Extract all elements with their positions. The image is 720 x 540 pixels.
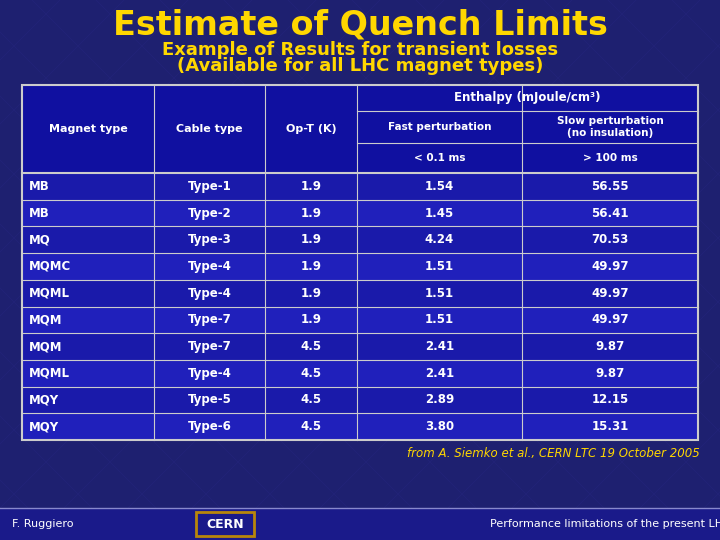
Text: Magnet type: Magnet type [48, 124, 127, 134]
Text: 56.55: 56.55 [591, 180, 629, 193]
Text: 70.53: 70.53 [592, 233, 629, 246]
Bar [22, 85, 698, 173]
Text: (Available for all LHC magnet types): (Available for all LHC magnet types) [177, 57, 543, 75]
Text: Type-1: Type-1 [188, 180, 231, 193]
Text: 4.24: 4.24 [425, 233, 454, 246]
Text: Op-T (K): Op-T (K) [286, 124, 336, 134]
Text: MQY: MQY [29, 420, 59, 433]
Text: 56.41: 56.41 [591, 206, 629, 220]
Text: 2.41: 2.41 [425, 367, 454, 380]
Text: > 100 ms: > 100 ms [582, 153, 637, 163]
Text: Fast perturbation: Fast perturbation [387, 122, 491, 132]
Text: < 0.1 ms: < 0.1 ms [414, 153, 465, 163]
Bar [22, 307, 698, 333]
Text: 1.51: 1.51 [425, 260, 454, 273]
Bar [196, 512, 254, 536]
Text: MQM: MQM [29, 340, 63, 353]
Text: Type-3: Type-3 [188, 233, 231, 246]
Bar [22, 413, 698, 440]
Text: MQ: MQ [29, 233, 50, 246]
Text: Type-7: Type-7 [188, 313, 231, 326]
Text: MB: MB [29, 206, 50, 220]
Text: 1.9: 1.9 [300, 180, 322, 193]
Bar [0, 508, 720, 540]
Text: 49.97: 49.97 [591, 313, 629, 326]
Text: 12.15: 12.15 [592, 394, 629, 407]
Text: 2.89: 2.89 [425, 394, 454, 407]
Text: Type-4: Type-4 [188, 260, 232, 273]
Text: from A. Siemko et al., CERN LTC 19 October 2005: from A. Siemko et al., CERN LTC 19 Octob… [408, 447, 700, 460]
Text: Cable type: Cable type [176, 124, 243, 134]
Text: 2.41: 2.41 [425, 340, 454, 353]
Text: 9.87: 9.87 [595, 367, 625, 380]
Bar [22, 85, 698, 440]
Bar [22, 280, 698, 307]
Text: Type-4: Type-4 [188, 287, 232, 300]
Text: MQML: MQML [29, 367, 70, 380]
Text: 1.45: 1.45 [425, 206, 454, 220]
Text: Performance limitations of the present LHC: Performance limitations of the present L… [490, 519, 720, 529]
Text: 49.97: 49.97 [591, 260, 629, 273]
Text: 1.9: 1.9 [300, 313, 322, 326]
Text: 4.5: 4.5 [300, 394, 322, 407]
Text: Slow perturbation
(no insulation): Slow perturbation (no insulation) [557, 116, 664, 138]
Text: 9.87: 9.87 [595, 340, 625, 353]
Text: MQML: MQML [29, 287, 70, 300]
Text: 1.54: 1.54 [425, 180, 454, 193]
Text: 4.5: 4.5 [300, 420, 322, 433]
Text: 1.51: 1.51 [425, 313, 454, 326]
Text: 1.51: 1.51 [425, 287, 454, 300]
Text: Enthalpy (mJoule/cm³): Enthalpy (mJoule/cm³) [454, 91, 600, 105]
Text: MQMC: MQMC [29, 260, 71, 273]
Bar [22, 226, 698, 253]
Bar [22, 173, 698, 200]
Text: 1.9: 1.9 [300, 233, 322, 246]
Text: 15.31: 15.31 [592, 420, 629, 433]
Text: F. Ruggiero: F. Ruggiero [12, 519, 73, 529]
Bar [22, 360, 698, 387]
Text: Type-2: Type-2 [188, 206, 231, 220]
Text: Type-5: Type-5 [188, 394, 232, 407]
Bar [22, 85, 698, 440]
Text: 4.5: 4.5 [300, 367, 322, 380]
Text: Example of Results for transient losses: Example of Results for transient losses [162, 41, 558, 59]
Text: 49.97: 49.97 [591, 287, 629, 300]
Text: MQY: MQY [29, 394, 59, 407]
Text: Type-6: Type-6 [188, 420, 232, 433]
Text: 1.9: 1.9 [300, 260, 322, 273]
Bar [22, 387, 698, 413]
Bar [22, 333, 698, 360]
Text: 3.80: 3.80 [425, 420, 454, 433]
Bar [22, 200, 698, 226]
Text: 4.5: 4.5 [300, 340, 322, 353]
Text: MB: MB [29, 180, 50, 193]
Text: Estimate of Quench Limits: Estimate of Quench Limits [112, 9, 608, 42]
Text: 1.9: 1.9 [300, 206, 322, 220]
Text: 1.9: 1.9 [300, 287, 322, 300]
Text: Type-7: Type-7 [188, 340, 231, 353]
Text: CERN: CERN [206, 517, 244, 530]
Text: MQM: MQM [29, 313, 63, 326]
Bar [22, 253, 698, 280]
Text: Type-4: Type-4 [188, 367, 232, 380]
